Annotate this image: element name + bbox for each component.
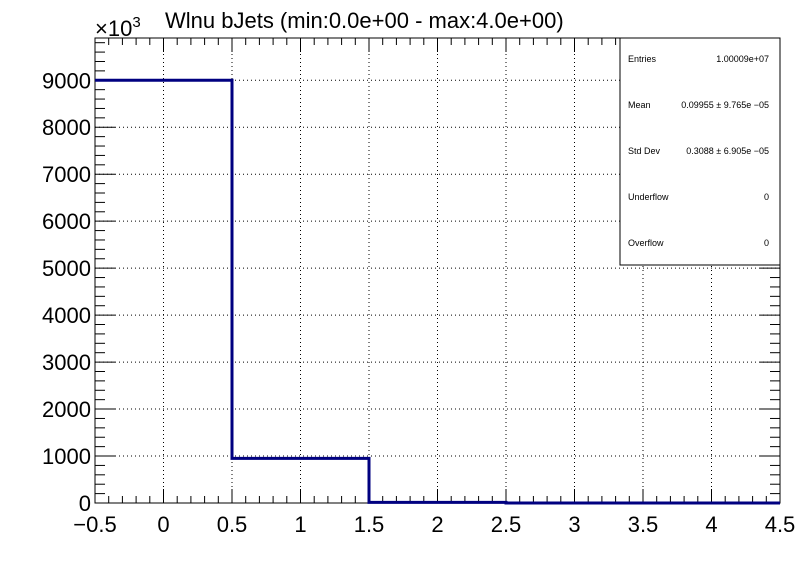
stats-row-label: Std Dev <box>628 146 661 156</box>
y-tick-label: 1000 <box>42 444 91 469</box>
y-tick-label: 4000 <box>42 303 91 328</box>
x-tick-label: 3 <box>568 512 580 537</box>
y-axis-multiplier: ×103 <box>95 14 141 41</box>
x-tick-label: 1 <box>294 512 306 537</box>
stats-row-label: Mean <box>628 100 651 110</box>
stats-row-value: 0.09955 ± 9.765e −05 <box>681 100 769 110</box>
stats-box: Entries 1.00009e+07 Mean 0.09955 ± 9.765e −… <box>619 37 781 266</box>
stats-box-frame <box>619 37 781 266</box>
y-tick-label: 2000 <box>42 397 91 422</box>
stats-row-value: 1.00009e+07 <box>716 54 769 64</box>
x-tick-label: 0.5 <box>217 512 248 537</box>
stats-row-label: Overflow <box>628 238 664 248</box>
y-tick-label: 9000 <box>42 68 91 93</box>
y-tick-label: 8000 <box>42 115 91 140</box>
x-tick-label: 4 <box>705 512 717 537</box>
chart-title: Wlnu bJets (min:0.0e+00 - max:4.0e+00) <box>165 8 564 33</box>
x-tick-label: 1.5 <box>354 512 385 537</box>
y-tick-label: 6000 <box>42 209 91 234</box>
stats-row-label: Underflow <box>628 192 669 202</box>
x-tick-label: −0.5 <box>73 512 116 537</box>
x-axis-tick-labels: −0.5 0 0.5 1 1.5 2 2.5 3 3.5 4 4.5 <box>73 512 795 537</box>
x-tick-label: 2.5 <box>491 512 522 537</box>
x-tick-label: 3.5 <box>628 512 659 537</box>
histogram-series-line <box>95 78 780 505</box>
stats-row-value: 0 <box>764 238 769 248</box>
y-tick-label: 0 <box>79 491 91 516</box>
x-tick-label: 4.5 <box>765 512 796 537</box>
x-tick-label: 2 <box>431 512 443 537</box>
y-tick-label: 7000 <box>42 162 91 187</box>
x-tick-label: 0 <box>157 512 169 537</box>
stats-row-value: 0.3088 ± 6.905e −05 <box>686 146 769 156</box>
stats-row-value: 0 <box>764 192 769 202</box>
y-tick-label: 5000 <box>42 256 91 281</box>
y-tick-label: 3000 <box>42 350 91 375</box>
y-axis-tick-labels: 0 1000 2000 3000 4000 5000 6000 7000 8000 9000 <box>42 68 91 516</box>
stats-row-label: Entries <box>628 54 657 64</box>
